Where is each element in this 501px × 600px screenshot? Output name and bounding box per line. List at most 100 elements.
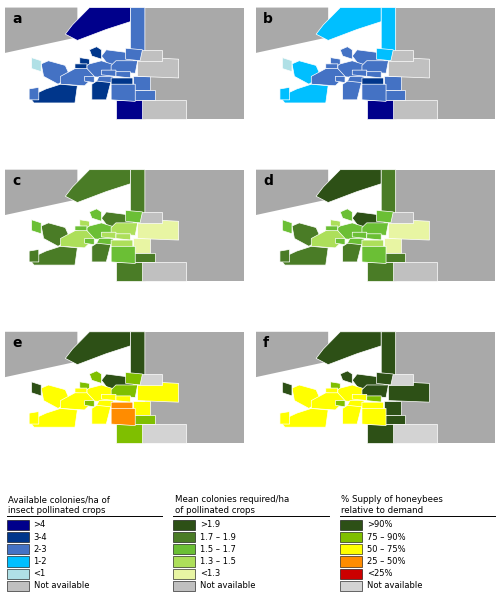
Polygon shape bbox=[352, 50, 385, 76]
Polygon shape bbox=[388, 50, 412, 61]
Polygon shape bbox=[145, 332, 243, 443]
Polygon shape bbox=[41, 223, 70, 247]
Polygon shape bbox=[60, 230, 94, 248]
Polygon shape bbox=[137, 50, 161, 61]
Polygon shape bbox=[32, 220, 41, 234]
Polygon shape bbox=[87, 385, 116, 402]
Polygon shape bbox=[60, 393, 94, 410]
Polygon shape bbox=[111, 223, 137, 235]
Bar bbox=[339, 520, 361, 530]
Bar bbox=[173, 556, 195, 566]
Polygon shape bbox=[65, 170, 130, 203]
Text: 2-3: 2-3 bbox=[34, 545, 47, 554]
Polygon shape bbox=[388, 382, 428, 402]
Polygon shape bbox=[337, 61, 366, 78]
Polygon shape bbox=[366, 234, 380, 240]
Polygon shape bbox=[32, 58, 41, 71]
Polygon shape bbox=[97, 238, 113, 245]
Polygon shape bbox=[392, 424, 436, 443]
Polygon shape bbox=[292, 385, 320, 409]
Polygon shape bbox=[101, 374, 135, 401]
Polygon shape bbox=[347, 76, 364, 83]
Text: <1.3: <1.3 bbox=[200, 569, 220, 578]
Polygon shape bbox=[133, 238, 149, 253]
Bar bbox=[339, 544, 361, 554]
Text: % Supply of honeybees: % Supply of honeybees bbox=[341, 496, 442, 505]
Bar bbox=[339, 569, 361, 579]
Polygon shape bbox=[340, 209, 352, 221]
Polygon shape bbox=[325, 64, 337, 70]
Polygon shape bbox=[361, 84, 385, 101]
Text: 1.7 – 1.9: 1.7 – 1.9 bbox=[200, 533, 235, 542]
Text: >1.9: >1.9 bbox=[200, 520, 220, 529]
Text: 1.5 – 1.7: 1.5 – 1.7 bbox=[200, 545, 235, 554]
Polygon shape bbox=[87, 223, 116, 240]
Text: Not available: Not available bbox=[200, 581, 255, 590]
Polygon shape bbox=[133, 76, 149, 91]
Polygon shape bbox=[388, 374, 412, 385]
Polygon shape bbox=[361, 247, 385, 263]
Polygon shape bbox=[361, 402, 383, 412]
Text: 25 – 50%: 25 – 50% bbox=[366, 557, 404, 566]
Text: b: b bbox=[263, 12, 273, 26]
Text: d: d bbox=[263, 175, 273, 188]
Polygon shape bbox=[340, 371, 352, 383]
Polygon shape bbox=[60, 68, 94, 86]
Text: >4: >4 bbox=[34, 520, 46, 529]
Polygon shape bbox=[137, 374, 161, 385]
Polygon shape bbox=[41, 61, 70, 84]
Polygon shape bbox=[256, 332, 328, 377]
Polygon shape bbox=[111, 78, 133, 88]
Polygon shape bbox=[361, 409, 385, 425]
Polygon shape bbox=[89, 209, 101, 221]
Bar bbox=[7, 556, 29, 566]
Polygon shape bbox=[29, 84, 77, 103]
Polygon shape bbox=[137, 382, 178, 402]
Polygon shape bbox=[395, 170, 493, 281]
Polygon shape bbox=[388, 58, 428, 78]
Polygon shape bbox=[316, 170, 380, 203]
Text: Mean colonies required/ha: Mean colonies required/ha bbox=[174, 496, 289, 505]
Text: f: f bbox=[263, 337, 269, 350]
Polygon shape bbox=[376, 211, 392, 223]
Polygon shape bbox=[116, 424, 145, 443]
Polygon shape bbox=[137, 58, 178, 78]
Bar bbox=[173, 581, 195, 591]
Polygon shape bbox=[280, 412, 289, 424]
Polygon shape bbox=[29, 88, 39, 100]
Polygon shape bbox=[311, 68, 344, 86]
Polygon shape bbox=[80, 382, 89, 389]
Polygon shape bbox=[142, 262, 185, 281]
Polygon shape bbox=[133, 91, 154, 100]
Polygon shape bbox=[116, 234, 130, 240]
Polygon shape bbox=[116, 71, 130, 78]
Polygon shape bbox=[316, 8, 380, 40]
Polygon shape bbox=[87, 61, 116, 78]
Polygon shape bbox=[111, 409, 135, 425]
Polygon shape bbox=[388, 212, 412, 223]
Polygon shape bbox=[366, 396, 380, 402]
Polygon shape bbox=[92, 78, 111, 100]
Polygon shape bbox=[101, 50, 135, 76]
Polygon shape bbox=[29, 412, 39, 424]
Text: <1: <1 bbox=[34, 569, 46, 578]
Polygon shape bbox=[311, 393, 344, 410]
Polygon shape bbox=[29, 409, 77, 427]
Polygon shape bbox=[133, 401, 149, 415]
Polygon shape bbox=[337, 223, 366, 240]
Polygon shape bbox=[366, 262, 395, 281]
Polygon shape bbox=[395, 332, 493, 443]
Polygon shape bbox=[376, 48, 392, 61]
Polygon shape bbox=[383, 91, 404, 100]
Text: 75 – 90%: 75 – 90% bbox=[366, 533, 405, 542]
Polygon shape bbox=[352, 394, 366, 401]
Bar bbox=[339, 556, 361, 566]
Polygon shape bbox=[335, 76, 344, 83]
Polygon shape bbox=[32, 382, 41, 396]
Bar bbox=[173, 544, 195, 554]
Polygon shape bbox=[361, 223, 388, 235]
Polygon shape bbox=[101, 394, 116, 401]
Polygon shape bbox=[342, 240, 361, 262]
Text: e: e bbox=[12, 337, 22, 350]
Polygon shape bbox=[111, 247, 135, 263]
